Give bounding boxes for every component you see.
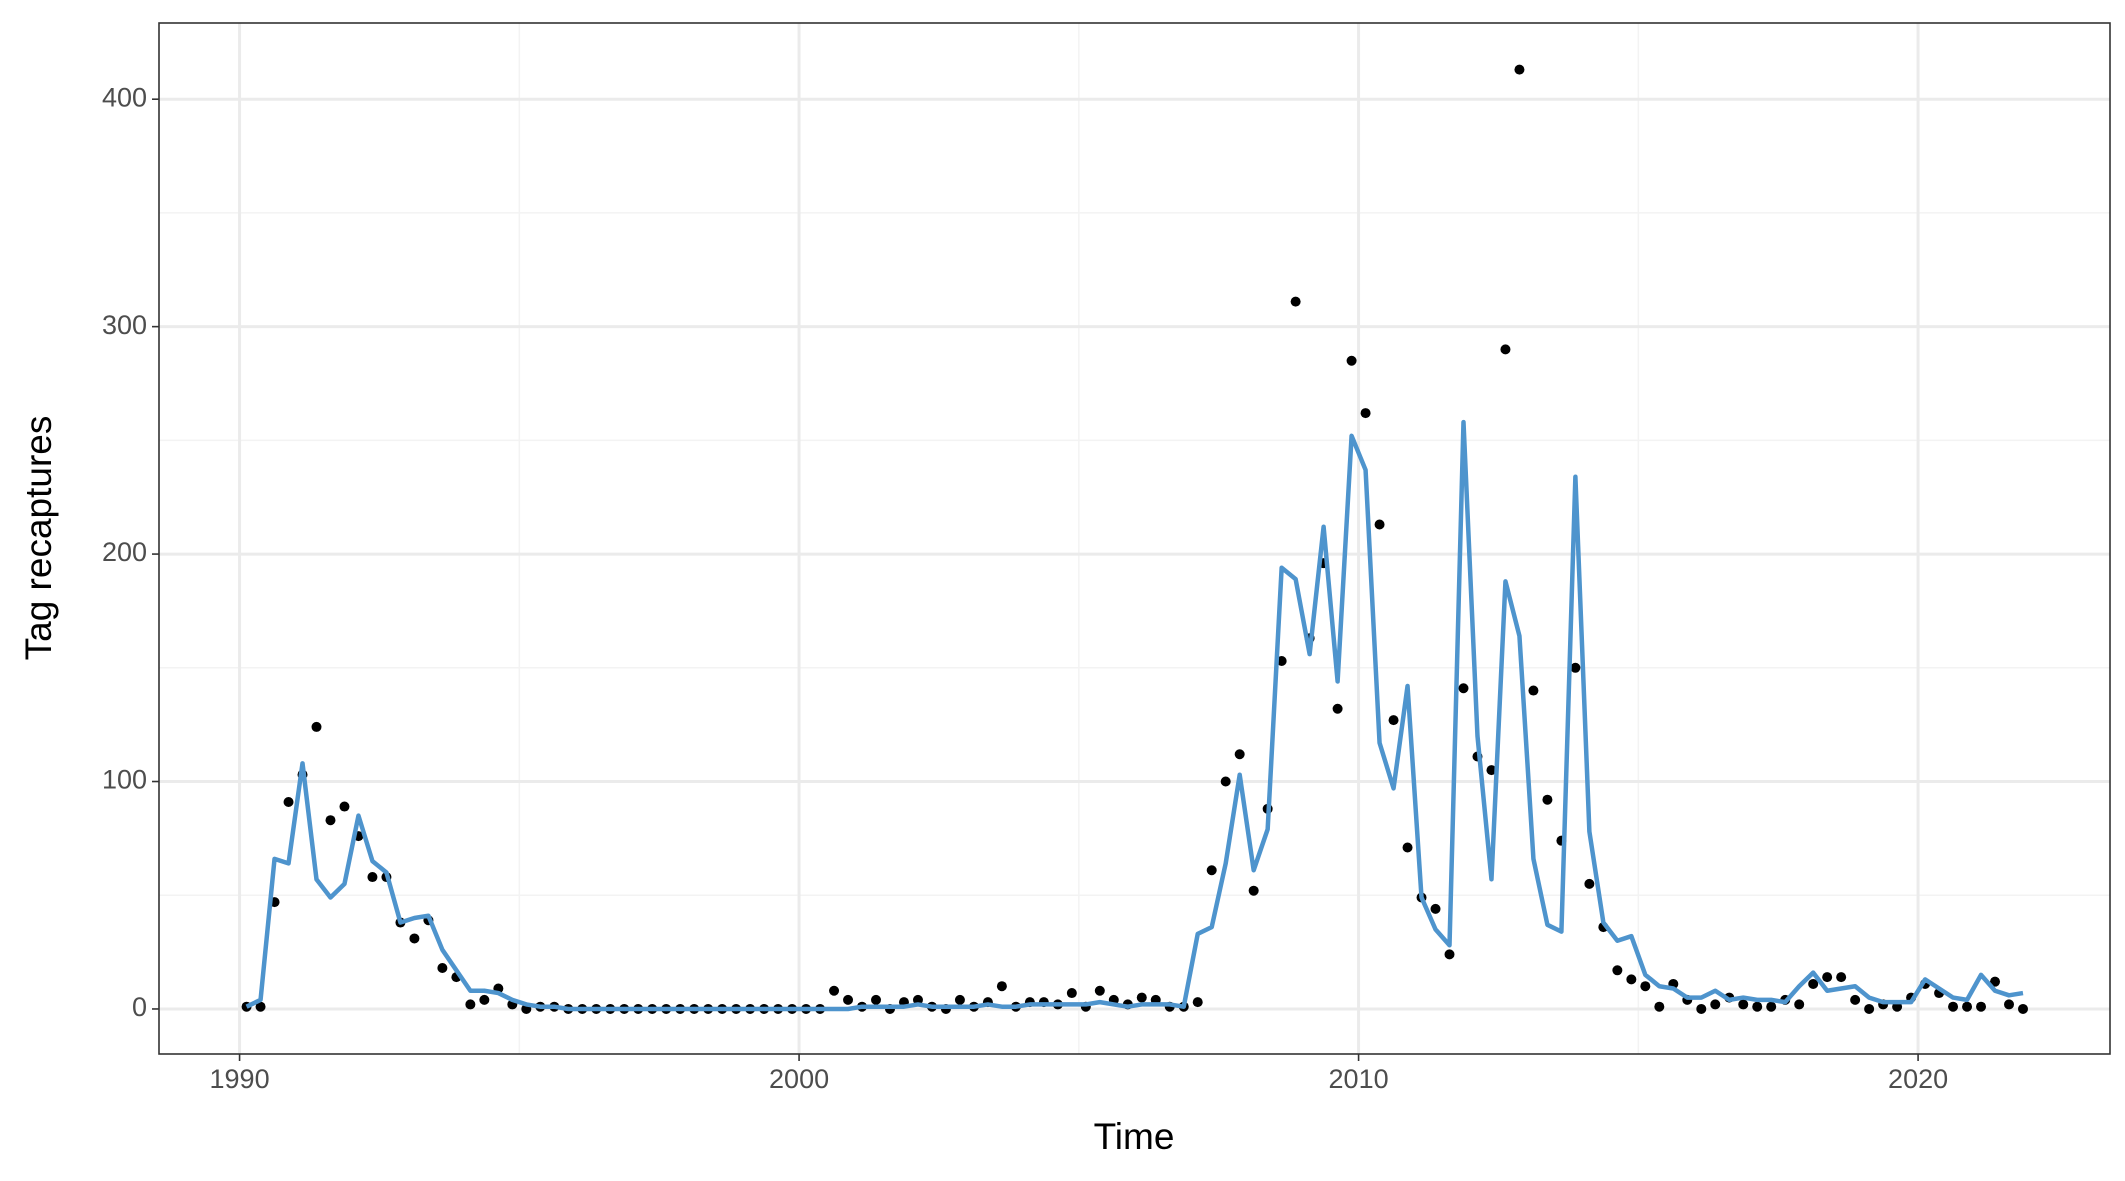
point [437,963,448,974]
grid [159,23,2110,1054]
point [1990,976,2001,987]
point [1654,1001,1665,1012]
point [1808,978,1819,989]
point [311,721,322,732]
y-tick-label: 200 [102,537,147,567]
point [912,994,923,1005]
point [1850,994,1861,1005]
x-tick-label: 2000 [769,1064,829,1094]
point [409,933,420,944]
point [479,994,490,1005]
point [1248,885,1259,896]
point [1514,64,1525,75]
point [1500,344,1511,355]
point [255,1001,266,1012]
point [1276,655,1287,666]
point [2017,1003,2028,1014]
point [1738,999,1749,1010]
fit-line [245,419,2024,1012]
y-axis-title: Tag recaptures [18,416,59,661]
point [1346,355,1357,366]
point [1976,1001,1987,1012]
point [1458,683,1469,694]
point [1206,865,1217,876]
y-tick-label: 300 [102,310,147,340]
point [1584,878,1595,889]
x-axis-title: Time [1094,1116,1175,1157]
point [325,815,336,826]
point [465,999,476,1010]
x-tick-label: 2010 [1329,1064,1389,1094]
y-tick-label: 100 [102,765,147,795]
x-tick-label: 1990 [210,1064,270,1094]
point [1444,949,1455,960]
point [954,994,965,1005]
point [1192,997,1203,1008]
point [1542,794,1553,805]
panel-border [158,22,2111,1055]
point [1948,1001,1959,1012]
point [1528,685,1539,696]
point [1626,974,1637,985]
point [1234,749,1245,760]
point [2004,999,2015,1010]
point [829,985,840,996]
point [339,801,350,812]
point [1374,519,1385,530]
point [1766,1001,1777,1012]
x-tick-label: 2020 [1888,1064,1948,1094]
point [1430,903,1441,914]
point [367,872,378,883]
marks [241,64,2028,1014]
point [1220,776,1231,787]
point [1864,1003,1875,1014]
point [283,796,294,807]
point [1710,999,1721,1010]
point [1094,985,1105,996]
y-tick-label: 400 [102,82,147,112]
point [1360,408,1371,419]
point [1066,988,1077,999]
point [1962,1001,1973,1012]
point [996,981,1007,992]
point [871,994,882,1005]
point [1640,981,1651,992]
point [1486,765,1497,776]
point [1612,965,1623,976]
point [1402,842,1413,853]
point [1136,992,1147,1003]
point [1332,703,1343,714]
point [1794,999,1805,1010]
point [1836,972,1847,983]
point [1822,972,1833,983]
point [1388,715,1399,726]
point [1570,662,1581,673]
point [843,994,854,1005]
point [1696,1003,1707,1014]
point [1290,296,1301,307]
y-tick-label: 0 [132,992,147,1022]
point [1752,1001,1763,1012]
